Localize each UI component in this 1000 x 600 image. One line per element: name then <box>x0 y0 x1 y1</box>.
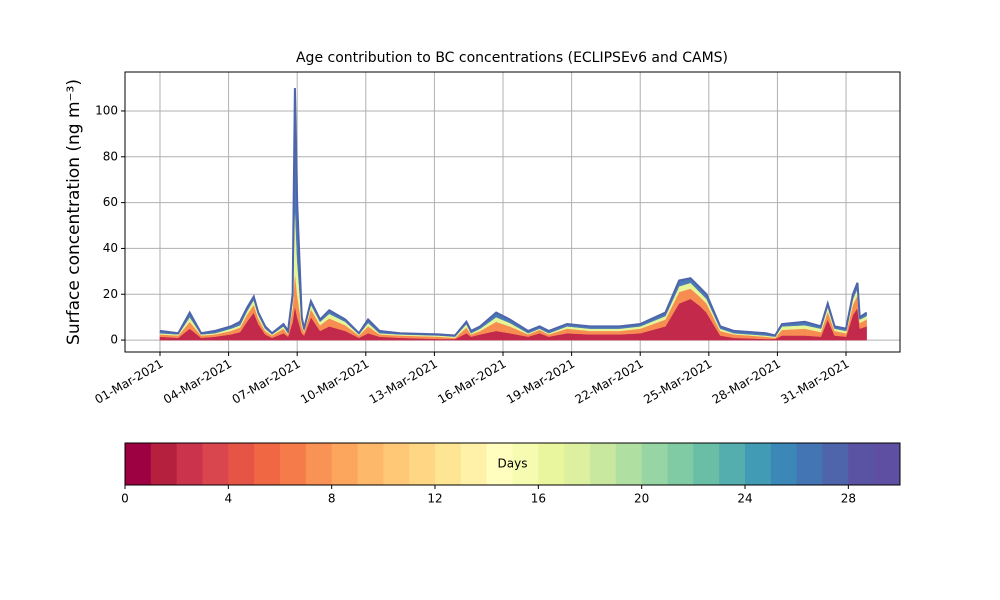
x-tick-label: 28-Mar-2021 <box>710 356 783 406</box>
colorbar-cell <box>331 443 358 485</box>
colorbar-tick-label: 12 <box>427 492 442 506</box>
colorbar-cell <box>641 443 668 485</box>
colorbar-tick-label: 8 <box>328 492 336 506</box>
colorbar-cell <box>280 443 307 485</box>
x-tick-label: 31-Mar-2021 <box>778 356 851 406</box>
colorbar-cell <box>176 443 203 485</box>
colorbar-cell <box>874 443 901 485</box>
x-tick-label: 13-Mar-2021 <box>367 356 440 406</box>
x-tick-label: 10-Mar-2021 <box>298 356 371 406</box>
colorbar-cell <box>383 443 410 485</box>
colorbar-tick-label: 28 <box>841 492 856 506</box>
colorbar-tick-label: 0 <box>121 492 129 506</box>
colorbar-cell <box>150 443 178 485</box>
colorbar-tick-label: 20 <box>634 492 649 506</box>
colorbar-cell <box>822 443 849 485</box>
colorbar-cell <box>693 443 720 485</box>
colorbar-cell <box>460 443 488 485</box>
colorbar-tick-label: 16 <box>531 492 546 506</box>
x-tick-label: 07-Mar-2021 <box>230 356 303 406</box>
colorbar-cell <box>848 443 875 485</box>
colorbar-cell <box>254 443 281 485</box>
colorbar-cell <box>667 443 694 485</box>
y-axis-label: Surface concentration (ng m⁻³) <box>64 79 84 345</box>
x-tick-label: 04-Mar-2021 <box>161 356 234 406</box>
x-tick-label: 22-Mar-2021 <box>573 356 646 406</box>
colorbar-cell <box>719 443 746 485</box>
y-tick-label: 40 <box>103 241 118 255</box>
colorbar-cell <box>486 443 513 485</box>
colorbar-cell <box>435 443 462 485</box>
colorbar-tick-label: 4 <box>225 492 233 506</box>
x-tick-label: 19-Mar-2021 <box>504 356 577 406</box>
colorbar-cell <box>770 443 798 485</box>
x-tick-label: 25-Mar-2021 <box>641 356 714 406</box>
area-band <box>159 88 867 337</box>
colorbar-cell <box>125 443 152 485</box>
colorbar-cell <box>745 443 772 485</box>
plot-area <box>125 72 900 352</box>
colorbar-cell <box>202 443 229 485</box>
colorbar-cell <box>564 443 591 485</box>
colorbar: Days 0 4 8 12 16 20 24 28 <box>121 442 901 506</box>
y-tick-label: 20 <box>103 287 118 301</box>
colorbar-cell <box>796 443 823 485</box>
plot-frame <box>124 71 901 353</box>
colorbar-cell <box>538 443 565 485</box>
colorbar-frame <box>124 442 901 486</box>
colorbar-cell <box>409 443 436 485</box>
chart-title: Age contribution to BC concentrations (E… <box>296 50 728 66</box>
y-tick-label: 0 <box>110 333 118 347</box>
x-tick-label: 01-Mar-2021 <box>92 356 165 406</box>
colorbar-cell <box>228 443 255 485</box>
colorbar-cell <box>615 443 643 485</box>
y-tick-label: 100 <box>95 103 118 117</box>
y-tick-label: 60 <box>103 195 118 209</box>
area-band <box>159 202 867 339</box>
colorbar-cell <box>590 443 617 485</box>
colorbar-cell <box>512 443 539 485</box>
colorbar-cell <box>305 443 333 485</box>
colorbar-tick-label: 24 <box>737 492 752 506</box>
x-tick-label: 16-Mar-2021 <box>435 356 508 406</box>
colorbar-label: Days <box>498 457 528 471</box>
total-outline <box>159 88 868 337</box>
colorbar-cell <box>357 443 384 485</box>
y-tick-label: 80 <box>103 149 118 163</box>
